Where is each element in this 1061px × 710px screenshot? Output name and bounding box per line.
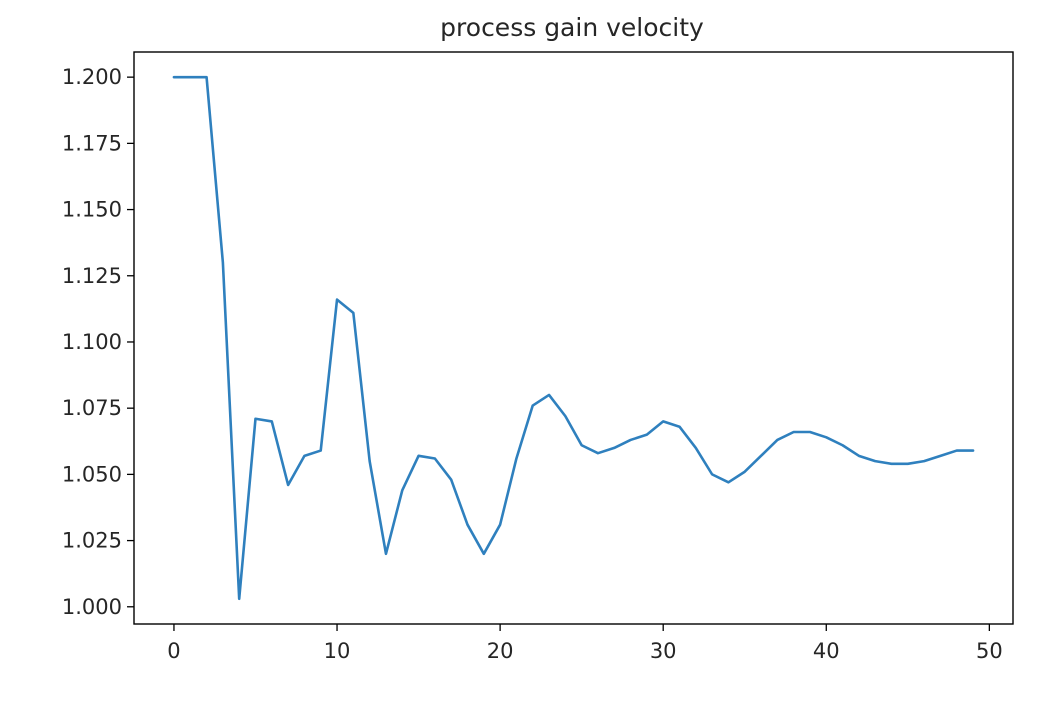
series-layer [172,75,975,601]
chart-title: process gain velocity [440,13,704,42]
y-tick-label: 1.150 [62,198,122,222]
x-tick-label: 50 [976,639,1003,663]
x-tick-label: 20 [487,639,514,663]
x-tick-label: 10 [324,639,351,663]
y-tick-label: 1.050 [62,462,122,486]
y-tick-label: 1.025 [62,529,122,553]
x-tick-label: 30 [650,639,677,663]
series-line [172,75,975,601]
y-tick-label: 1.075 [62,396,122,420]
y-tick-label: 1.200 [62,65,122,89]
axis-ticks: 0 10 20 30 40 50 1.000 1.025 1.050 1.075 1.100 1.12… [62,65,1003,663]
y-tick-label: 1.175 [62,131,122,155]
y-tick-label: 1.000 [62,595,122,619]
plot-area-frame [133,51,1014,625]
y-tick-label: 1.100 [62,330,122,354]
x-tick-label: 0 [167,639,180,663]
y-tick-label: 1.125 [62,264,122,288]
x-tick-label: 40 [813,639,840,663]
